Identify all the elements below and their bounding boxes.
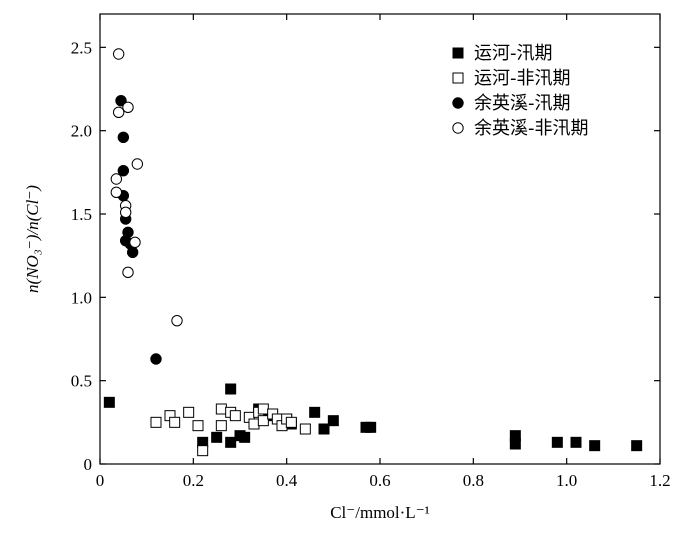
data-point	[112, 106, 125, 119]
data-point	[126, 246, 139, 259]
x-tick-label: 0.2	[183, 471, 204, 490]
data-point	[631, 440, 643, 452]
data-point	[211, 431, 223, 443]
data-point	[365, 421, 377, 433]
data-point	[192, 420, 204, 432]
data-point	[110, 186, 123, 199]
data-point	[551, 436, 563, 448]
data-point	[509, 438, 521, 450]
x-axis-title: Cl⁻/mmol·L⁻¹	[330, 503, 430, 522]
legend-marker	[452, 97, 464, 109]
data-point	[131, 158, 144, 170]
series-3	[115, 94, 162, 365]
x-axis: 0 0.2 0.4 0.6 0.8 1.0 1.2	[96, 14, 671, 490]
data-point	[119, 206, 132, 219]
x-tick-label: 0.4	[276, 471, 298, 490]
data-point	[110, 173, 123, 185]
data-point	[215, 403, 227, 415]
data-point	[183, 406, 195, 418]
x-tick-label: 0.6	[369, 471, 390, 490]
data-point	[589, 440, 601, 452]
data-point	[117, 164, 130, 177]
data-point	[115, 94, 127, 107]
y-tick-label: 1.0	[71, 288, 92, 307]
data-point	[318, 423, 330, 435]
legend-item: 运河-汛期	[452, 43, 553, 64]
data-points	[103, 48, 643, 457]
legend-label: 运河-汛期	[474, 43, 553, 64]
data-point	[122, 266, 134, 279]
legend-marker	[452, 72, 464, 84]
data-point	[169, 416, 181, 428]
data-point	[239, 431, 251, 443]
data-point	[197, 445, 209, 457]
data-point	[150, 353, 162, 365]
data-point	[150, 416, 162, 428]
plot-border	[99, 13, 661, 465]
data-point	[309, 406, 321, 418]
data-point	[225, 436, 237, 448]
legend-item: 余英溪-非汛期	[452, 118, 589, 139]
data-point	[570, 436, 582, 448]
data-point	[112, 48, 125, 60]
data-point	[299, 423, 311, 435]
y-axis: 0 0.5 1.0 1.5 2.0 2.5	[71, 38, 660, 474]
data-point	[257, 415, 269, 427]
x-tick-label: 1.0	[556, 471, 577, 490]
legend-label: 余英溪-非汛期	[474, 118, 589, 139]
y-tick-label: 2.5	[71, 38, 92, 57]
legend-label: 余英溪-汛期	[474, 93, 571, 114]
legend-item: 运河-非汛期	[452, 68, 571, 89]
data-point	[257, 403, 269, 415]
y-axis-title: n(NO₃⁻)/n(Cl⁻)	[23, 185, 42, 293]
legend-marker	[452, 122, 464, 134]
legend-label: 运河-非汛期	[474, 68, 571, 89]
data-point	[129, 236, 141, 249]
x-tick-label: 0.8	[463, 471, 484, 490]
x-tick-label: 1.2	[649, 471, 670, 490]
plot-frame	[99, 13, 661, 465]
data-point	[215, 420, 227, 432]
y-tick-label: 0.5	[71, 372, 92, 391]
x-tick-label: 0	[96, 471, 105, 490]
series-2	[150, 403, 311, 457]
legend-item: 余英溪-汛期	[452, 93, 571, 114]
y-tick-label: 1.5	[71, 205, 92, 224]
data-point	[225, 383, 237, 395]
data-point	[122, 226, 134, 239]
series-4	[110, 48, 183, 327]
y-tick-label: 2.0	[71, 122, 92, 141]
data-point	[117, 131, 130, 144]
data-point	[248, 418, 260, 430]
y-tick-label: 0	[84, 455, 93, 474]
data-point	[103, 396, 115, 408]
data-point	[171, 314, 183, 327]
data-point	[285, 416, 297, 428]
legend-marker	[452, 47, 464, 59]
data-point	[229, 410, 241, 422]
data-point	[327, 415, 339, 427]
data-point	[122, 101, 134, 114]
